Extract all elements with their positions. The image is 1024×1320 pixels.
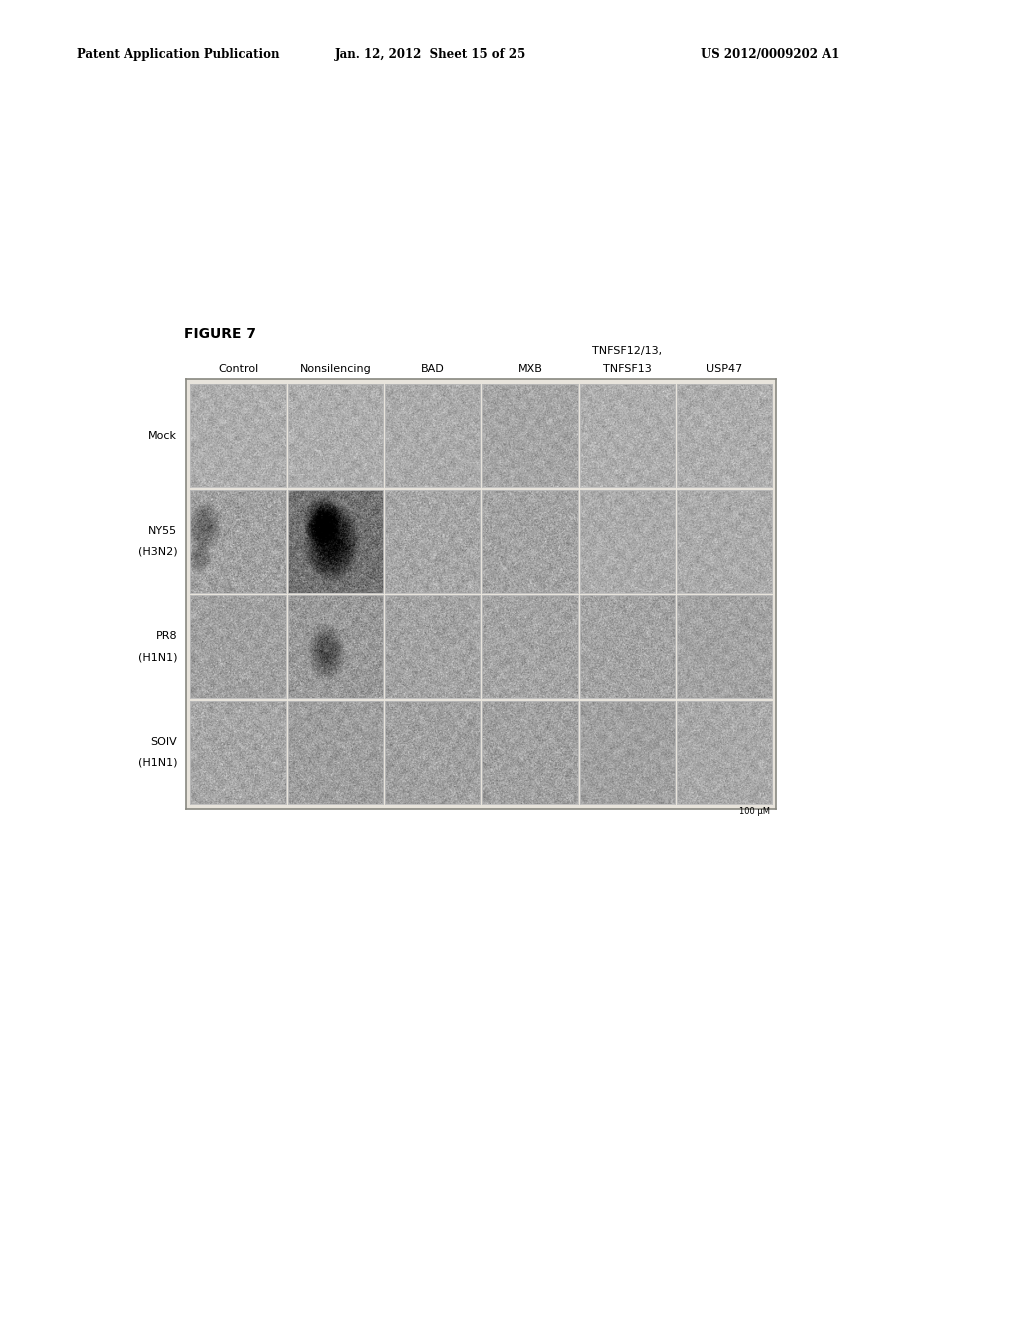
Text: (H1N1): (H1N1) (137, 652, 177, 663)
Text: MXB: MXB (517, 363, 543, 374)
Text: Control: Control (218, 363, 258, 374)
Text: 100 μM: 100 μM (739, 807, 770, 816)
Text: (H3N2): (H3N2) (137, 546, 177, 557)
Text: SOIV: SOIV (151, 737, 177, 747)
Text: US 2012/0009202 A1: US 2012/0009202 A1 (701, 48, 840, 61)
Text: Jan. 12, 2012  Sheet 15 of 25: Jan. 12, 2012 Sheet 15 of 25 (335, 48, 525, 61)
Text: Nonsilencing: Nonsilencing (299, 363, 372, 374)
Text: TNFSF12/13,: TNFSF12/13, (592, 346, 663, 356)
Text: TNFSF13: TNFSF13 (603, 363, 651, 374)
Text: (H1N1): (H1N1) (137, 758, 177, 768)
Text: Mock: Mock (148, 430, 177, 441)
Text: BAD: BAD (421, 363, 444, 374)
Text: Patent Application Publication: Patent Application Publication (77, 48, 280, 61)
Text: USP47: USP47 (707, 363, 742, 374)
Text: FIGURE 7: FIGURE 7 (184, 326, 256, 341)
Text: NY55: NY55 (148, 525, 177, 536)
Text: PR8: PR8 (156, 631, 177, 642)
